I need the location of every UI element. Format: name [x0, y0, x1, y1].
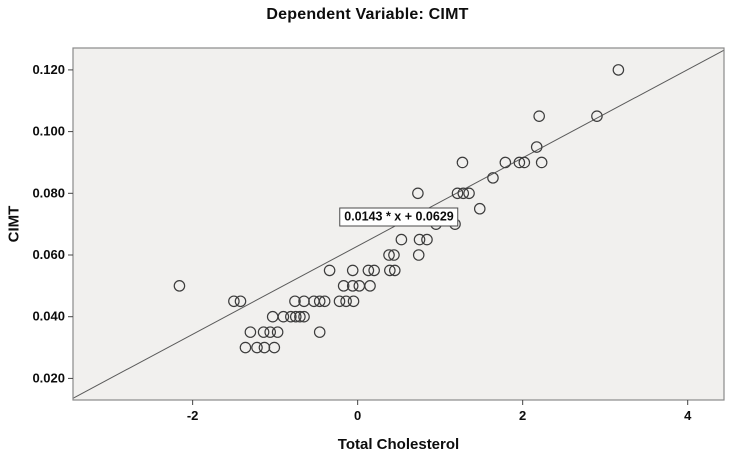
data-point	[383, 249, 395, 261]
data-point	[388, 264, 401, 277]
data-point	[473, 202, 486, 215]
y-tick-label: 0.120	[32, 62, 65, 77]
data-point	[612, 64, 625, 76]
data-point	[499, 156, 512, 169]
data-point	[533, 110, 545, 122]
regression-equation-label: 0.0143 * x + 0.0629	[339, 207, 459, 227]
data-point	[244, 326, 257, 338]
plot-frame	[72, 47, 725, 401]
data-point	[456, 156, 469, 169]
x-tick-label: 0	[354, 408, 361, 423]
data-point	[368, 264, 380, 277]
data-point	[457, 187, 470, 200]
data-point	[395, 233, 408, 246]
data-point	[487, 172, 499, 184]
data-point	[257, 326, 270, 338]
data-point	[421, 233, 433, 246]
data-point	[313, 326, 326, 338]
y-tick-label: 0.040	[32, 309, 65, 324]
data-point	[289, 310, 302, 323]
y-tick-label: 0.060	[32, 247, 65, 262]
data-point	[535, 156, 548, 169]
data-point	[513, 156, 526, 169]
data-point	[346, 280, 359, 292]
y-tick-label: 0.020	[32, 370, 65, 385]
data-point	[384, 264, 396, 277]
data-point	[239, 341, 252, 354]
data-point	[412, 249, 425, 261]
data-point	[228, 295, 240, 308]
data-point	[451, 187, 464, 200]
data-point	[364, 280, 376, 292]
data-point	[251, 341, 263, 354]
data-point	[388, 249, 400, 261]
data-point	[323, 264, 336, 277]
data-point	[318, 295, 331, 308]
y-tick-label: 0.100	[32, 124, 65, 139]
data-point	[313, 295, 326, 308]
data-point	[277, 310, 290, 323]
x-tick-label: -2	[187, 408, 199, 423]
data-point	[530, 141, 543, 153]
data-point	[333, 295, 346, 308]
data-point	[271, 326, 284, 338]
data-point	[337, 280, 350, 292]
data-point	[413, 233, 426, 246]
x-tick-label: 2	[519, 408, 526, 423]
data-point	[412, 187, 424, 200]
data-point	[289, 295, 301, 308]
data-point	[346, 264, 359, 277]
data-point	[285, 310, 297, 323]
y-axis-title: CIMT	[5, 205, 23, 243]
data-point	[268, 341, 281, 354]
data-point	[294, 310, 306, 323]
chart-title: Dependent Variable: CIMT	[266, 6, 469, 23]
data-point	[264, 326, 276, 338]
data-point	[463, 187, 475, 200]
x-tick-label: 4	[684, 408, 692, 423]
data-point	[298, 310, 310, 323]
data-point	[340, 295, 352, 308]
data-point	[347, 295, 360, 308]
data-point	[362, 264, 375, 277]
data-point	[591, 110, 603, 122]
y-tick-label: 0.080	[32, 185, 65, 200]
x-axis-title: Total Cholesterol	[337, 436, 460, 453]
data-point	[234, 295, 247, 308]
data-point	[173, 280, 186, 292]
data-point	[518, 156, 531, 169]
